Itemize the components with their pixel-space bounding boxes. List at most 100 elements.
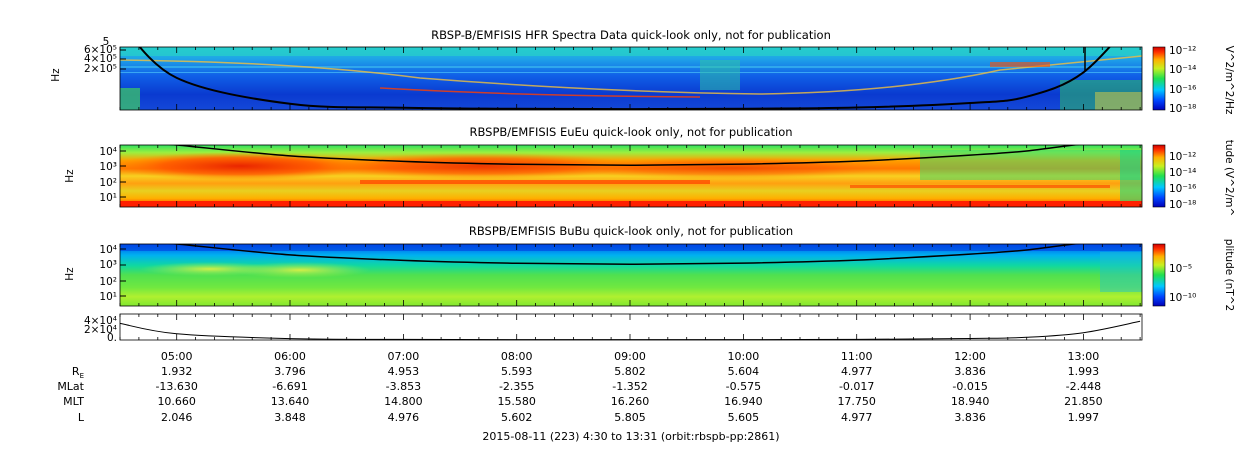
ephem-value-mlat: -0.015: [952, 380, 987, 393]
time-label: 12:00: [954, 350, 986, 363]
panel3-cyclotron-line: [168, 244, 1081, 266]
ephem-value-l: 2.046: [161, 411, 193, 424]
panel1-cb-tick-16: 10⁻¹⁶: [1169, 84, 1196, 96]
panel3-ytick-1e2: 10²: [99, 276, 117, 288]
panel1-cb-tick-18: 10⁻¹⁸: [1169, 103, 1196, 115]
ephemeris-row-labels: RE MLat MLT L: [57, 365, 85, 424]
ephem-value-mlat: -0.575: [726, 380, 761, 393]
ephem-value-re: 4.977: [841, 365, 873, 378]
panel3-spectrogram: [120, 244, 1142, 306]
ephem-value-re: 5.604: [728, 365, 760, 378]
panel2-ylabel: Hz: [64, 169, 76, 183]
panel1-ytick-2e5: 2×10⁵: [84, 63, 117, 75]
panel1-yticks: 6×10⁵ 4×10⁵ 2×10⁵: [84, 44, 126, 75]
ephem-value-mlat: -6.691: [272, 380, 307, 393]
ephem-value-re: 1.993: [1068, 365, 1100, 378]
panel3-frame: [119, 243, 1143, 307]
panel3-ylabel: Hz: [64, 267, 76, 281]
ephem-value-l: 4.976: [388, 411, 420, 424]
ephem-label-l: L: [78, 411, 85, 424]
ephem-value-mlt: 17.750: [837, 395, 876, 408]
ephem-value-re: 3.836: [954, 365, 986, 378]
ephem-value-mlat: -1.352: [612, 380, 647, 393]
ephem-value-l: 5.602: [501, 411, 533, 424]
panel2-ytick-1e1: 10¹: [99, 192, 117, 204]
panel3-ytick-1e1: 10¹: [99, 291, 117, 303]
time-label: 09:00: [614, 350, 646, 363]
panel1-time-ticks: [119, 47, 1141, 110]
time-label: 06:00: [274, 350, 306, 363]
ephem-value-mlat: -2.355: [499, 380, 534, 393]
ephem-label-mlat: MLat: [57, 380, 84, 393]
panel1-ytick-top: 5: [103, 36, 110, 48]
panel2-colorbar-label: tude (V^2/m^: [1223, 140, 1235, 217]
panel1-colorbar-label: V^2/m^2/Hz: [1223, 46, 1235, 115]
panel2-ytick-1e3: 10³: [99, 161, 117, 173]
time-axis-labels: 05:00 06:00 07:00 08:00 09:00 10:00 11:00 12:00…: [161, 350, 1099, 363]
ephem-value-re: 1.932: [161, 365, 193, 378]
panel1-colorbar: 10⁻¹² 10⁻¹⁴ 10⁻¹⁶ 10⁻¹⁸ V^2/m^2/Hz: [1152, 45, 1235, 115]
panel1-spectrogram: [120, 47, 1142, 110]
panel2-ytick-1e2: 10²: [99, 177, 117, 189]
ephem-value-mlt: 16.940: [724, 395, 763, 408]
ephem-value-mlat: -13.630: [155, 380, 197, 393]
ephem-value-l: 3.848: [274, 411, 306, 424]
panel3-time-ticks: [119, 244, 1141, 306]
ephem-label-re: RE: [72, 365, 84, 380]
ephem-value-mlt: 15.580: [497, 395, 536, 408]
ephem-value-mlat: -0.017: [839, 380, 874, 393]
ephem-value-l: 5.805: [614, 411, 646, 424]
panel2-title: RBSPB/EMFISIS EuEu quick-look only, not …: [469, 125, 792, 139]
panel3-colorbar: 10⁻⁵ 10⁻¹⁰ plitude (nT^2: [1152, 239, 1235, 311]
panel4-time-ticks: [119, 314, 1141, 340]
panel1-title: RBSP-B/EMFISIS HFR Spectra Data quick-lo…: [431, 28, 831, 42]
time-label: 05:00: [161, 350, 193, 363]
ephem-value-re: 5.802: [614, 365, 646, 378]
footer-orbit-info: 2015-08-11 (223) 4:30 to 13:31 (orbit:rb…: [482, 430, 779, 443]
ephem-value-l: 5.605: [728, 411, 760, 424]
ephemeris-values: 1.932 -13.630 10.660 2.046 3.796 -6.691 13.640…: [155, 365, 1102, 424]
ephem-value-re: 4.953: [388, 365, 420, 378]
panel4-ytick-4e4: 4×10⁴: [84, 315, 117, 327]
panel4-line: [119, 320, 1141, 341]
ephem-value-re: 3.796: [274, 365, 306, 378]
ephem-value-mlt: 10.660: [157, 395, 196, 408]
panel2-cb-tick-12: 10⁻¹²: [1169, 151, 1196, 163]
ephem-value-mlt: 21.850: [1064, 395, 1103, 408]
panel1-ylabel: Hz: [50, 68, 62, 82]
panel2-yticks: 10⁴ 10³ 10² 10¹: [99, 146, 126, 204]
time-label: 11:00: [841, 350, 873, 363]
ephem-value-re: 5.593: [501, 365, 533, 378]
panel2-ytick-1e4: 10⁴: [99, 146, 117, 158]
ephem-value-mlat: -2.448: [1066, 380, 1101, 393]
ephem-value-mlat: -3.853: [386, 380, 421, 393]
ephem-value-mlt: 16.260: [611, 395, 650, 408]
panel3-ytick-1e4: 10⁴: [99, 244, 117, 256]
panel4-ytick-0: 0.: [107, 332, 117, 344]
ephem-value-l: 4.977: [841, 411, 873, 424]
panel3-cb-tick-10: 10⁻¹⁰: [1169, 292, 1196, 304]
panel2-cb-tick-18: 10⁻¹⁸: [1169, 199, 1196, 211]
panel1-cb-tick-12: 10⁻¹²: [1169, 45, 1196, 57]
panel2-cb-tick-14: 10⁻¹⁴: [1169, 167, 1196, 179]
panel2-time-ticks: [119, 145, 1141, 207]
time-label: 07:00: [388, 350, 420, 363]
panel2-spectrogram: [120, 145, 1142, 207]
time-label: 13:00: [1068, 350, 1100, 363]
ephem-value-mlt: 13.640: [271, 395, 310, 408]
panel2-frame: [119, 144, 1143, 208]
panel1-cb-tick-14: 10⁻¹⁴: [1169, 64, 1196, 76]
ephem-value-l: 1.997: [1068, 411, 1100, 424]
ephem-value-mlt: 18.940: [951, 395, 990, 408]
ephem-value-l: 3.836: [954, 411, 986, 424]
panel3-ytick-1e3: 10³: [99, 259, 117, 271]
panel3-title: RBSPB/EMFISIS BuBu quick-look only, not …: [469, 224, 793, 238]
panel4-yticks: 4×10⁴ 2×10⁴ 0.: [84, 315, 117, 344]
ephem-value-mlt: 14.800: [384, 395, 423, 408]
panel2-cyclotron-line: [168, 145, 1081, 167]
panel4-frame: [119, 313, 1143, 341]
panel1-ytick-4e5: 4×10⁵: [84, 53, 117, 65]
time-label: 08:00: [501, 350, 533, 363]
